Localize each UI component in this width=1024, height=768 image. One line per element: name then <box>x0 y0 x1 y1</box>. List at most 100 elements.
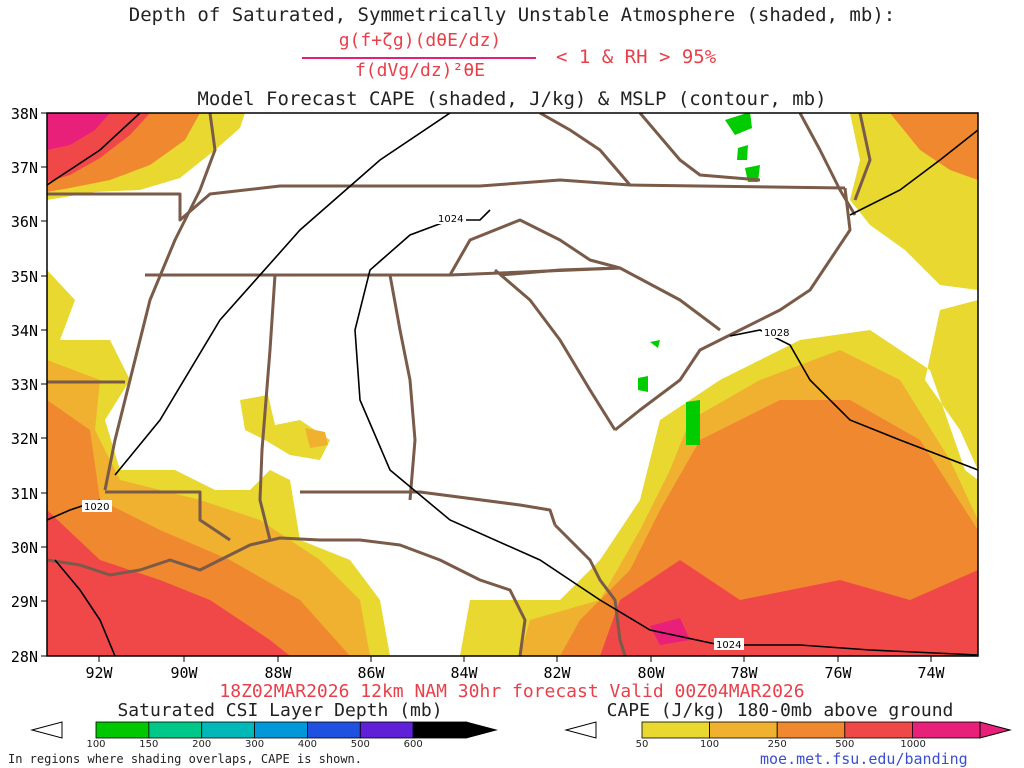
axis-ticks <box>41 112 932 662</box>
colorbar-swatch <box>307 721 361 739</box>
csi-colorbar-min-arrow <box>30 721 63 739</box>
isobar-1028 <box>729 329 978 471</box>
cape-shade-nw-pink <box>47 113 110 150</box>
overlap-note: In regions where shading overlaps, CAPE … <box>8 752 363 766</box>
colorbar-label: 50 <box>635 739 649 750</box>
border-chesapeake <box>798 113 857 216</box>
border-ms-al <box>258 274 277 541</box>
title-line-2: Model Forecast CAPE (shaded, J/kg) & MSL… <box>197 88 827 110</box>
lat-label: 33N <box>11 376 38 394</box>
lat-labels: 38N 37N 36N 35N 34N 33N 32N 31N 30N 29N … <box>11 105 38 666</box>
lon-label: 86W <box>357 664 385 682</box>
cape-shade-inland-2 <box>305 428 328 448</box>
isobar-label-1024-south: 1024 <box>716 640 741 651</box>
border-wv-va <box>638 113 761 182</box>
colorbar-label: 600 <box>403 739 423 750</box>
isobar-label-1024-north: 1024 <box>438 214 463 225</box>
colorbar-label: 300 <box>245 739 265 750</box>
cape-colorbar-title: CAPE (J/kg) 180-0mb above ground <box>606 700 954 721</box>
colorbar-label: 150 <box>139 739 159 750</box>
lon-label: 90W <box>170 664 198 682</box>
fraction-condition: < 1 & RH > 95% <box>556 46 717 68</box>
colorbar-label: 400 <box>297 739 317 750</box>
lat-label: 32N <box>11 430 38 448</box>
shading-layer <box>47 113 978 656</box>
colorbar-label: 200 <box>192 739 212 750</box>
border-tn-nc <box>448 218 621 276</box>
fraction-numerator: g(f+ζg)(dθE/dz) <box>338 30 502 51</box>
valid-time-line: 18Z02MAR2026 12km NAM 30hr forecast Vali… <box>219 681 805 702</box>
lon-label: 74W <box>917 664 945 682</box>
cape-shade-inland-1 <box>240 395 330 460</box>
lon-label: 88W <box>264 664 292 682</box>
colorbar-swatch <box>412 721 467 739</box>
lat-label: 35N <box>11 268 38 286</box>
isobar-west <box>47 113 141 186</box>
csi-shade-2 <box>737 145 748 160</box>
colorbar-swatch <box>641 721 710 739</box>
csi-shade-4 <box>638 376 648 392</box>
lon-labels: 92W 90W 88W 86W 84W 82W 80W 78W 76W 74W <box>85 664 945 682</box>
cape-shade-atlantic-red <box>600 560 978 656</box>
csi-colorbar-max-arrow <box>465 721 498 739</box>
cape-colorbar-max-arrow <box>979 721 1012 739</box>
colorbar-swatch <box>201 721 255 739</box>
colorbar-swatch <box>95 721 150 739</box>
csi-shade-6 <box>650 340 660 348</box>
lon-label: 82W <box>543 664 571 682</box>
csi-colorbar <box>30 721 498 739</box>
fraction-bar <box>302 57 536 59</box>
lat-label: 31N <box>11 485 38 503</box>
isobar-label-1020: 1020 <box>84 502 109 513</box>
lat-label: 37N <box>11 159 38 177</box>
isobar-labels: 1024 1028 1020 1024 <box>82 212 792 651</box>
lon-label: 92W <box>85 664 113 682</box>
border-la-ms-south <box>105 490 231 542</box>
lon-label: 84W <box>450 664 478 682</box>
isobars <box>47 113 978 656</box>
cape-shade-atlantic-pink <box>650 618 690 645</box>
lon-label: 76W <box>824 664 852 682</box>
fraction-denominator: f(dVg/dz)²θE <box>354 60 486 81</box>
cape-colorbar <box>564 721 1012 739</box>
colorbar-label: 500 <box>350 739 370 750</box>
colorbar-label: 250 <box>767 739 787 750</box>
border-nc-sc <box>499 266 721 332</box>
csi-shade-5 <box>686 400 700 445</box>
colorbar-swatch <box>709 721 778 739</box>
colorbar-label: 100 <box>86 739 106 750</box>
colorbar-swatch <box>776 721 846 739</box>
colorbar-swatch <box>844 721 913 739</box>
border-delmarva <box>853 113 872 201</box>
border-fl-panhandle <box>300 490 557 526</box>
source-url[interactable]: moe.met.fsu.edu/banding <box>760 750 968 768</box>
border-north-36-5 <box>47 178 846 222</box>
colorbar-swatch <box>254 721 308 739</box>
isobar-1024-mid <box>354 219 978 656</box>
lon-label: 80W <box>637 664 665 682</box>
isobar-1028-northeast <box>849 129 978 216</box>
colorbar-label: 1000 <box>900 739 926 750</box>
isobar-label-1028: 1028 <box>764 328 789 339</box>
csi-shade-1 <box>725 113 752 135</box>
lat-label: 34N <box>11 322 38 340</box>
lat-label: 28N <box>11 648 38 666</box>
colorbar-swatch <box>359 721 414 739</box>
lat-label: 30N <box>11 539 38 557</box>
border-gulf-coast <box>47 536 527 656</box>
cape-shade-gulf-west-red <box>47 510 290 656</box>
lat-label: 29N <box>11 593 38 611</box>
border-atlantic-coast <box>614 187 852 432</box>
cape-shade-ne-orange <box>890 113 978 180</box>
lat-label: 36N <box>11 213 38 231</box>
lon-label: 78W <box>730 664 758 682</box>
border-ga-sc <box>494 268 617 431</box>
cape-colorbar-min-arrow <box>564 721 597 739</box>
colorbar-swatch <box>148 721 203 739</box>
colorbar-label: 100 <box>700 739 720 750</box>
border-florida <box>553 523 627 656</box>
border-mississippi-river <box>103 113 217 491</box>
colorbar-swatch <box>912 721 981 739</box>
border-ky-va <box>539 113 632 186</box>
